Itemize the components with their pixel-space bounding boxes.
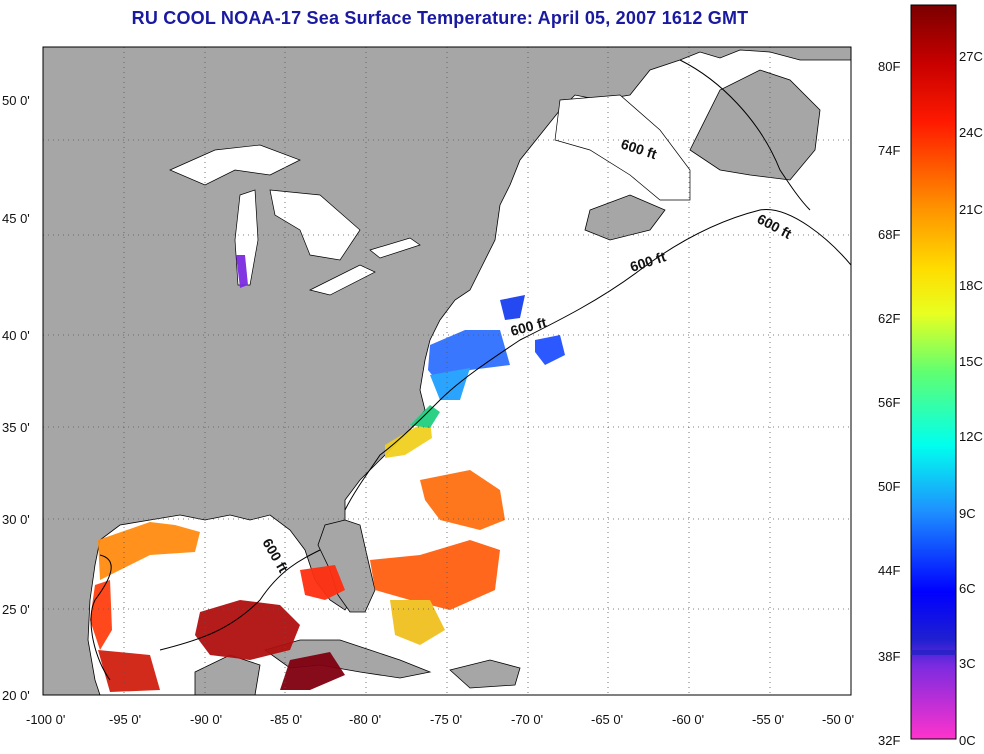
colorbar-f-label: 56F (878, 395, 900, 410)
colorbar-c-label: 15C (959, 354, 983, 369)
lake-ontario (369, 237, 421, 259)
lon-tick-label: -80 0' (349, 712, 381, 727)
colorbar-f-label: 50F (878, 479, 900, 494)
sst-data-patches (90, 255, 565, 692)
sst-gulf-west (90, 580, 112, 650)
lat-tick-label: 20 0' (2, 688, 30, 703)
graticule (43, 47, 851, 695)
lon-tick-label: -75 0' (430, 712, 462, 727)
gulf-st-lawrence (554, 94, 691, 201)
colorbar-c-label: 6C (959, 581, 976, 596)
sst-gulf-maine-blue (500, 295, 525, 320)
lon-tick-label: -55 0' (752, 712, 784, 727)
sst-atlantic-mid (420, 470, 505, 530)
colorbar-c-label: 9C (959, 506, 976, 521)
sst-yucatan-channel (280, 652, 345, 690)
lat-tick-labels: 20 0' 25 0' 30 0' 35 0' 40 0' 45 0' 50 0… (2, 93, 30, 703)
lon-tick-label: -90 0' (190, 712, 222, 727)
lat-tick-label: 50 0' (2, 93, 30, 108)
sst-carolina-shelf (385, 420, 432, 458)
colorbar-c-labels: 27C 24C 21C 18C 15C 12C 9C 6C 3C 0C (959, 49, 983, 748)
land-yucatan (194, 654, 261, 695)
sst-gulf-south-deep (98, 650, 160, 692)
lake-erie (308, 264, 376, 296)
lake-huron (269, 189, 361, 261)
colorbar-c-label: 0C (959, 733, 976, 748)
lon-tick-label: -50 0' (822, 712, 854, 727)
land-nova-scotia (584, 194, 666, 241)
colorbar-c-label: 12C (959, 429, 983, 444)
sst-bahamas (370, 540, 500, 610)
lon-tick-labels: -100 0' -95 0' -90 0' -85 0' -80 0' -75 … (26, 712, 854, 727)
colorbar-c-label: 3C (959, 656, 976, 671)
colorbar-f-label: 38F (878, 649, 900, 664)
lon-tick-label: -65 0' (591, 712, 623, 727)
lat-tick-label: 45 0' (2, 211, 30, 226)
map-title: RU COOL NOAA-17 Sea Surface Temperature:… (131, 8, 749, 28)
sst-gulf-south (195, 600, 300, 660)
colorbar-f-labels: 80F 74F 68F 62F 56F 50F 44F 38F 32F (878, 59, 900, 748)
colorbar-gradient (910, 4, 957, 740)
lon-tick-label: -100 0' (26, 712, 65, 727)
contour-600ft (90, 59, 851, 681)
sst-georges-bank (535, 335, 565, 365)
colorbar-f-label: 80F (878, 59, 900, 74)
map-plot-area (43, 47, 851, 695)
colorbar: 80F 74F 68F 62F 56F 50F 44F 38F 32F 27C … (878, 4, 983, 748)
colorbar-c-label: 18C (959, 278, 983, 293)
sst-lake-michigan (236, 255, 248, 288)
colorbar-c-label: 27C (959, 49, 983, 64)
plot-frame (42, 46, 852, 696)
lat-tick-label: 30 0' (2, 512, 30, 527)
lon-tick-label: -85 0' (270, 712, 302, 727)
colorbar-f-label: 32F (878, 733, 900, 748)
lat-tick-label: 35 0' (2, 420, 30, 435)
land-hispaniola (449, 659, 521, 689)
lon-tick-label: -70 0' (511, 712, 543, 727)
lon-tick-label: -60 0' (672, 712, 704, 727)
land-florida (317, 519, 376, 613)
sst-bahamas-yellow (390, 600, 445, 645)
colorbar-f-label: 74F (878, 143, 900, 158)
colorbar-c-label: 24C (959, 125, 983, 140)
colorbar-c-label: 21C (959, 202, 983, 217)
sst-midatlantic-blue (428, 330, 510, 385)
colorbar-f-label: 62F (878, 311, 900, 326)
colorbar-f-label: 68F (878, 227, 900, 242)
lat-tick-label: 25 0' (2, 602, 30, 617)
lon-tick-label: -95 0' (109, 712, 141, 727)
colorbar-f-label: 44F (878, 563, 900, 578)
sst-midatlantic-cyan (430, 368, 470, 400)
sst-florida-strait (300, 565, 345, 600)
sst-gulf-nw (98, 522, 200, 580)
lat-tick-label: 40 0' (2, 328, 30, 343)
